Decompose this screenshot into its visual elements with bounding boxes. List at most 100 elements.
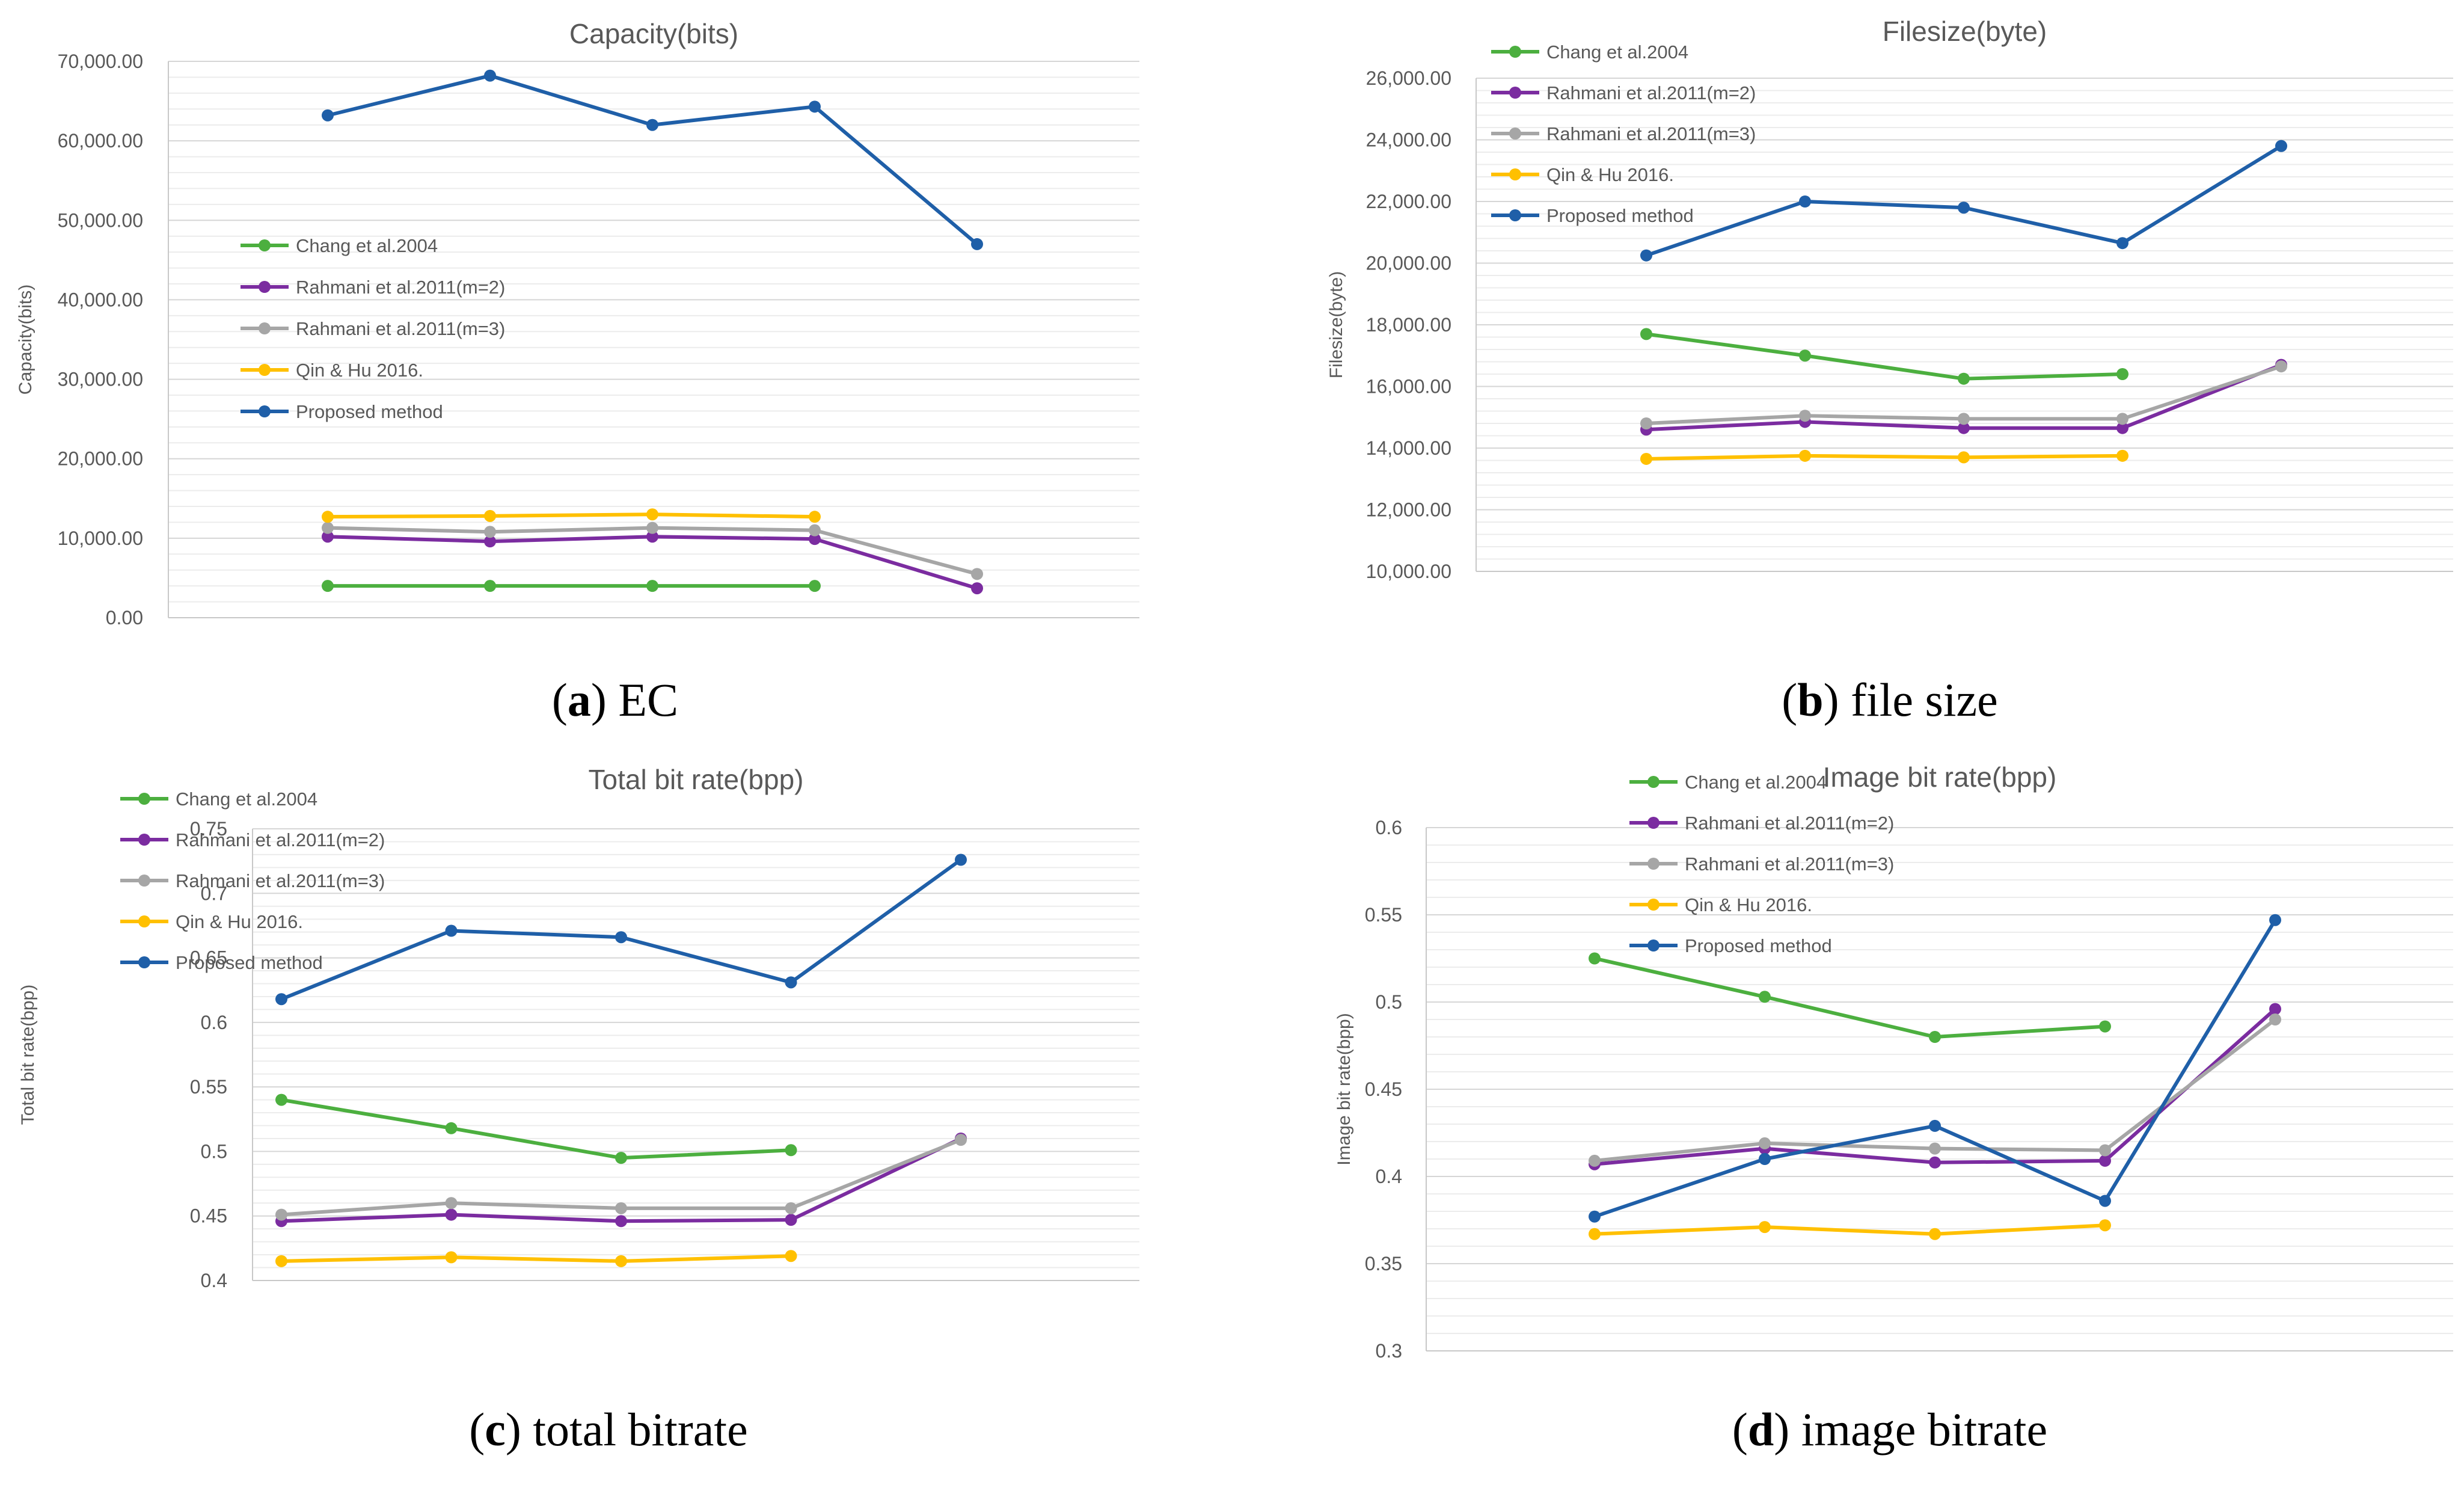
data-point [646, 521, 658, 534]
legend-label: Qin & Hu 2016. [296, 360, 423, 381]
legend-label: Qin & Hu 2016. [1685, 894, 1812, 915]
data-point [2275, 360, 2287, 373]
y-tick-label: 70,000.00 [58, 51, 143, 72]
chart-d: 0.3 0.35 0.4 0.45 0.5 0.55 0.6 Image bit rate(b… [1334, 761, 2453, 1456]
y-tick-label: 0.55 [190, 1076, 227, 1098]
data-point [1929, 1031, 1941, 1043]
y-tick-label: 50,000.00 [58, 209, 143, 231]
series-qin-hu-2016- [322, 508, 821, 523]
data-point [2275, 140, 2287, 152]
series-rahmani-et-al-2011-m-3- [275, 1134, 967, 1221]
data-point [615, 1255, 627, 1267]
legend-label: Rahmani et al.2011(m=3) [1685, 853, 1894, 875]
caption-paren-close: ) [591, 674, 618, 726]
data-point [809, 524, 821, 537]
y-tick-label: 0.6 [1376, 817, 1402, 838]
legend-marker [1509, 168, 1521, 180]
y-tick-label: 22,000.00 [1366, 191, 1451, 212]
legend-marker [1509, 128, 1521, 140]
data-point [1640, 328, 1652, 340]
chart-a: 0.00 10,000.00 20,000.00 30,000.00 40,000.00… [16, 18, 1139, 726]
data-point [322, 521, 334, 534]
y-tick-label: 24,000.00 [1366, 129, 1451, 151]
series-proposed-method [275, 853, 967, 1006]
series-chang-et-al-2004 [1640, 328, 2128, 385]
y-tick-label: 40,000.00 [58, 289, 143, 310]
data-point [646, 530, 658, 543]
legend-label: Rahmani et al.2011(m=3) [176, 870, 385, 891]
data-point [809, 100, 821, 113]
legend-label: Qin & Hu 2016. [1546, 164, 1674, 185]
data-point [971, 238, 983, 250]
data-point [2099, 1144, 2111, 1157]
legend-label: Rahmani et al.2011(m=2) [1685, 813, 1894, 834]
y-tick-label: 0.4 [201, 1270, 227, 1291]
chart-title: Capacity(bits) [569, 18, 738, 49]
legend-label: Chang et al.2004 [176, 789, 317, 810]
data-point [322, 580, 334, 592]
y-tick-label: 0.5 [201, 1140, 227, 1162]
data-point [2116, 422, 2128, 434]
data-point [1589, 952, 1601, 965]
data-point [2099, 1154, 2111, 1167]
data-point [1799, 349, 1811, 362]
data-point [2099, 1020, 2111, 1033]
series-line [281, 1098, 791, 1160]
series-proposed-method [322, 69, 983, 250]
caption-paren-open: ( [1732, 1403, 1748, 1456]
data-point [484, 580, 496, 592]
y-tick-label: 16,000.00 [1366, 376, 1451, 398]
legend-marker [138, 834, 150, 846]
series-chang-et-al-2004 [322, 580, 821, 592]
legend-marker [1509, 209, 1521, 221]
figure-caption: (b) file size [1782, 674, 1998, 726]
y-tick-label: 26,000.00 [1366, 67, 1451, 89]
data-point [1958, 422, 1970, 434]
data-point [1958, 413, 1970, 425]
legend-label: Rahmani et al.2011(m=2) [1546, 82, 1756, 103]
series-line [327, 512, 815, 519]
data-point [1640, 452, 1652, 465]
y-tick-label: 10,000.00 [58, 527, 143, 549]
chart-c: 0.4 0.45 0.5 0.55 0.6 0.65 0.7 0.75 Total bit ra… [18, 764, 1139, 1456]
legend-marker [138, 915, 150, 927]
data-point [809, 511, 821, 523]
data-point [2269, 914, 2281, 926]
data-point [1799, 449, 1811, 462]
legend-marker [138, 793, 150, 805]
legend-marker [1647, 776, 1660, 788]
data-point [1958, 201, 1970, 214]
series-line [1646, 332, 2123, 381]
legend-marker [1647, 817, 1660, 829]
legend-marker [259, 364, 271, 376]
data-point [322, 511, 334, 523]
data-point [2116, 368, 2128, 380]
legend-marker [259, 281, 271, 293]
data-point [785, 1250, 797, 1262]
data-point [445, 1251, 458, 1264]
data-point [1759, 991, 1771, 1003]
legend-marker [1509, 46, 1521, 58]
data-point [785, 1214, 797, 1226]
chart-title: Total bit rate(bpp) [589, 764, 804, 795]
legend-label: Rahmani et al.2011(m=2) [176, 829, 385, 850]
series-line [1594, 919, 2277, 1219]
data-point [2116, 237, 2128, 250]
legend-label: Proposed method [296, 401, 443, 422]
data-point [275, 993, 287, 1006]
y-tick-label: 60,000.00 [58, 130, 143, 152]
legend-marker [1647, 899, 1660, 911]
data-point [809, 533, 821, 546]
y-tick-label: 0.45 [1365, 1078, 1402, 1100]
legend-marker [259, 405, 271, 417]
caption-letter: d [1748, 1403, 1774, 1456]
data-point [1640, 417, 1652, 429]
caption-letter: c [485, 1403, 506, 1456]
legend-marker [138, 956, 150, 968]
caption-paren-close: ) [1774, 1403, 1801, 1456]
series-rahmani-et-al-2011-m-3- [322, 521, 983, 580]
data-point [2269, 1003, 2281, 1015]
data-point [615, 931, 627, 944]
series-line [327, 73, 978, 246]
